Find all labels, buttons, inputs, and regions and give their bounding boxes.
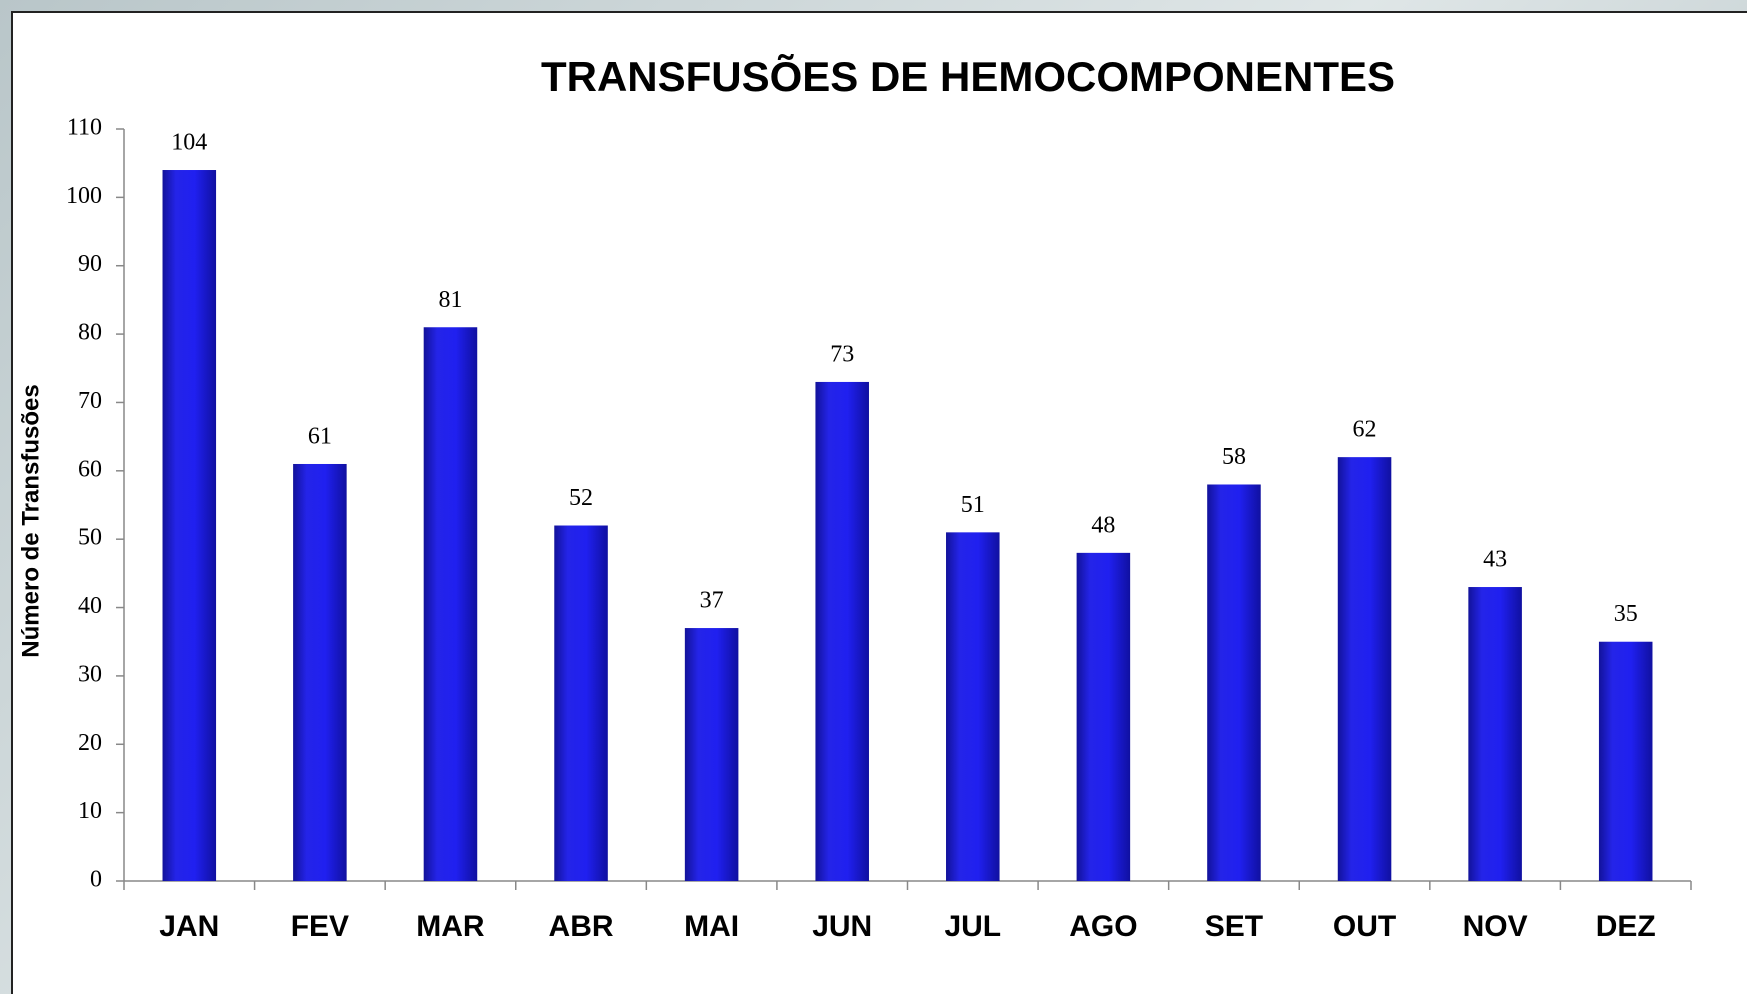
- x-tick-label: JUN: [812, 910, 872, 943]
- data-label: 35: [1614, 601, 1638, 627]
- y-axis-label: Número de Transfusões: [17, 384, 44, 657]
- y-tick-label: 30: [78, 661, 102, 687]
- data-label: 104: [171, 130, 207, 156]
- data-label: 58: [1222, 444, 1246, 470]
- x-tick-label: OUT: [1333, 910, 1396, 943]
- bar: [293, 463, 347, 881]
- bar: [1207, 484, 1261, 881]
- x-tick-label: JUL: [944, 910, 1001, 943]
- y-tick-label: 90: [78, 251, 102, 277]
- y-tick-label: 10: [78, 798, 102, 824]
- data-label: 62: [1353, 417, 1377, 443]
- data-label: 43: [1483, 547, 1507, 573]
- y-tick-label: 80: [78, 320, 102, 346]
- bar: [554, 525, 608, 881]
- chart-title: TRANSFUSÕES DE HEMOCOMPONENTES: [541, 52, 1395, 100]
- x-tick-label: MAR: [416, 910, 485, 943]
- x-tick-label: DEZ: [1596, 910, 1656, 943]
- y-tick-label: 60: [78, 456, 102, 482]
- bar: [815, 381, 869, 881]
- x-tick-label: ABR: [549, 910, 614, 943]
- y-tick-label: 0: [90, 867, 102, 893]
- data-label: 48: [1091, 512, 1115, 538]
- bar: [1076, 552, 1131, 881]
- data-label: 61: [308, 423, 332, 449]
- y-tick-label: 100: [66, 183, 102, 209]
- data-label: 52: [569, 485, 593, 511]
- data-label: 51: [961, 492, 985, 518]
- bar: [1468, 587, 1522, 881]
- bar: [1598, 641, 1653, 881]
- x-tick-label: JAN: [159, 910, 219, 943]
- y-tick-label: 110: [67, 115, 102, 141]
- bar: [162, 170, 217, 881]
- x-tick-label: NOV: [1463, 910, 1528, 943]
- data-label: 37: [700, 588, 724, 614]
- bar: [684, 628, 739, 881]
- bar: [1337, 457, 1392, 881]
- y-tick-label: 70: [78, 388, 102, 414]
- y-tick-label: 40: [78, 593, 102, 619]
- bar: [423, 327, 478, 882]
- bar: [946, 532, 1000, 881]
- y-tick-label: 20: [78, 730, 102, 756]
- data-label: 73: [830, 341, 854, 367]
- x-tick-label: FEV: [291, 910, 349, 943]
- data-label: 81: [438, 287, 462, 313]
- y-tick-label: 50: [78, 525, 102, 551]
- x-tick-label: MAI: [684, 910, 739, 943]
- x-tick-label: SET: [1205, 910, 1263, 943]
- x-tick-label: AGO: [1069, 910, 1137, 943]
